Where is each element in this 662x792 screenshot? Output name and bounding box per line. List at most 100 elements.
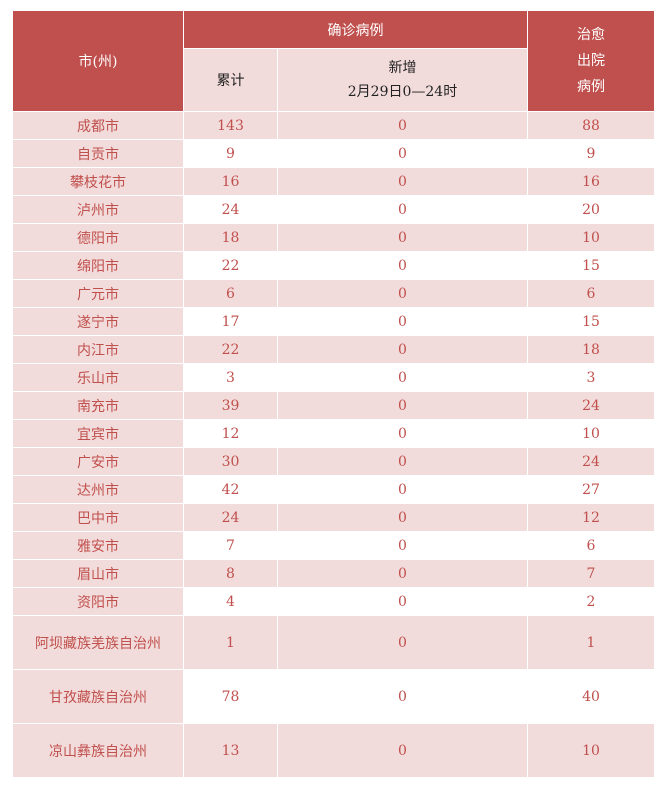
cumulative-cell: 78 (183, 669, 278, 724)
city-cell: 广元市 (12, 279, 184, 308)
city-cell: 内江市 (12, 335, 184, 364)
city-cell: 德阳市 (12, 223, 184, 252)
city-cell: 广安市 (12, 447, 184, 476)
new-cell: 0 (277, 587, 528, 616)
cumulative-cell: 143 (183, 111, 278, 140)
table-body: 成都市 143 0 88 自贡市 9 0 9 攀枝花市 16 0 16 泸州市 24 0 20 德阳市 18 0 10… (12, 111, 655, 778)
cumulative-cell: 8 (183, 559, 278, 588)
cumulative-cell: 7 (183, 531, 278, 560)
header-row-sub: 累计 新增 2月29日0—24时 (13, 48, 655, 112)
new-cell: 0 (277, 615, 528, 670)
city-cell: 雅安市 (12, 531, 184, 560)
table-row: 成都市 143 0 88 (12, 111, 655, 140)
table-row: 广安市 30 0 24 (12, 447, 655, 476)
recovered-cell: 1 (527, 615, 655, 670)
table-row: 阿坝藏族羌族自治州 1 0 1 (12, 615, 655, 670)
cumulative-cell: 9 (183, 139, 278, 168)
header-new: 新增 2月29日0—24时 (277, 48, 528, 112)
cumulative-cell: 6 (183, 279, 278, 308)
cumulative-cell: 22 (183, 335, 278, 364)
table-row: 乐山市 3 0 3 (12, 363, 655, 392)
recovered-cell: 16 (527, 167, 655, 196)
new-cell: 0 (277, 167, 528, 196)
recovered-cell: 10 (527, 419, 655, 448)
new-cell: 0 (277, 531, 528, 560)
city-cell: 凉山彝族自治州 (12, 723, 184, 778)
new-cell: 0 (277, 419, 528, 448)
table-row: 广元市 6 0 6 (12, 279, 655, 308)
new-cell: 0 (277, 251, 528, 280)
new-cell: 0 (277, 307, 528, 336)
table-row: 雅安市 7 0 6 (12, 531, 655, 560)
city-cell: 遂宁市 (12, 307, 184, 336)
table-row: 凉山彝族自治州 13 0 10 (12, 723, 655, 778)
header-recovered-line-2: 出院 (577, 53, 605, 69)
header-recovered: 治愈 出院 病例 (527, 10, 655, 112)
city-cell: 巴中市 (12, 503, 184, 532)
city-cell: 资阳市 (12, 587, 184, 616)
new-cell: 0 (277, 139, 528, 168)
cumulative-cell: 24 (183, 503, 278, 532)
header-confirmed: 确诊病例 (183, 10, 528, 49)
city-cell: 绵阳市 (12, 251, 184, 280)
new-cell: 0 (277, 475, 528, 504)
recovered-cell: 10 (527, 223, 655, 252)
table-row: 资阳市 4 0 2 (12, 587, 655, 616)
city-cell: 乐山市 (12, 363, 184, 392)
cumulative-cell: 42 (183, 475, 278, 504)
table-row: 德阳市 18 0 10 (12, 223, 655, 252)
cumulative-cell: 16 (183, 167, 278, 196)
city-cell: 成都市 (12, 111, 184, 140)
table-row: 巴中市 24 0 12 (12, 503, 655, 532)
header-new-label: 新增 (388, 60, 417, 76)
new-cell: 0 (277, 669, 528, 724)
new-cell: 0 (277, 723, 528, 778)
city-cell: 宜宾市 (12, 419, 184, 448)
recovered-cell: 6 (527, 531, 655, 560)
recovered-cell: 7 (527, 559, 655, 588)
new-cell: 0 (277, 559, 528, 588)
cumulative-cell: 1 (183, 615, 278, 670)
table-row: 泸州市 24 0 20 (12, 195, 655, 224)
header-city: 市(州) (12, 10, 184, 112)
header-cumulative: 累计 (183, 48, 278, 112)
recovered-cell: 24 (527, 391, 655, 420)
table-row: 内江市 22 0 18 (12, 335, 655, 364)
cumulative-cell: 24 (183, 195, 278, 224)
cumulative-cell: 4 (183, 587, 278, 616)
table-row: 遂宁市 17 0 15 (12, 307, 655, 336)
recovered-cell: 15 (527, 307, 655, 336)
table-row: 眉山市 8 0 7 (12, 559, 655, 588)
new-cell: 0 (277, 111, 528, 140)
new-cell: 0 (277, 447, 528, 476)
table-row: 宜宾市 12 0 10 (12, 419, 655, 448)
recovered-cell: 2 (527, 587, 655, 616)
new-cell: 0 (277, 335, 528, 364)
recovered-cell: 15 (527, 251, 655, 280)
new-cell: 0 (277, 503, 528, 532)
new-cell: 0 (277, 223, 528, 252)
cumulative-cell: 3 (183, 363, 278, 392)
city-cell: 达州市 (12, 475, 184, 504)
cumulative-cell: 13 (183, 723, 278, 778)
table-row: 南充市 39 0 24 (12, 391, 655, 420)
recovered-cell: 9 (527, 139, 655, 168)
cumulative-cell: 17 (183, 307, 278, 336)
new-cell: 0 (277, 363, 528, 392)
city-cell: 泸州市 (12, 195, 184, 224)
recovered-cell: 3 (527, 363, 655, 392)
new-cell: 0 (277, 279, 528, 308)
recovered-cell: 20 (527, 195, 655, 224)
city-cell: 南充市 (12, 391, 184, 420)
header-recovered-line-3: 病例 (577, 79, 605, 95)
city-cell: 甘孜藏族自治州 (12, 669, 184, 724)
recovered-cell: 27 (527, 475, 655, 504)
table-row: 绵阳市 22 0 15 (12, 251, 655, 280)
city-cell: 阿坝藏族羌族自治州 (12, 615, 184, 670)
new-cell: 0 (277, 391, 528, 420)
recovered-cell: 40 (527, 669, 655, 724)
cumulative-cell: 30 (183, 447, 278, 476)
cumulative-cell: 39 (183, 391, 278, 420)
recovered-cell: 88 (527, 111, 655, 140)
table-row: 甘孜藏族自治州 78 0 40 (12, 669, 655, 724)
